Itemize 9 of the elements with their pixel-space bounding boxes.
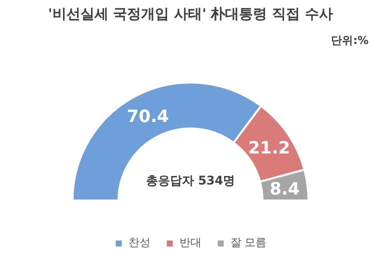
chart-title: '비선실세 국정개입 사태' 朴대통령 직접 수사 bbox=[48, 6, 333, 22]
text: 단위:% bbox=[331, 34, 368, 47]
text: 총응답자 534명 bbox=[146, 174, 236, 188]
legend-label: 잘 모름 bbox=[230, 235, 267, 250]
legend-label: 반대 bbox=[179, 235, 202, 250]
data-label: 21.2 bbox=[248, 138, 290, 159]
data-label: 70.4 bbox=[126, 107, 170, 128]
legend-label: 찬성 bbox=[128, 235, 150, 250]
data-label: 8.4 bbox=[270, 180, 300, 200]
